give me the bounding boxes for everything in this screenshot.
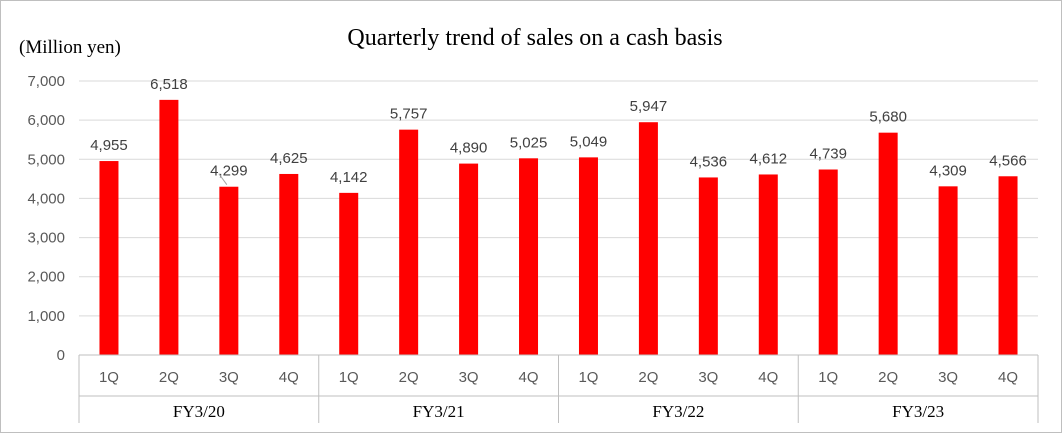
bar [638, 122, 658, 355]
data-label: 4,625 [270, 150, 308, 167]
x-category-label: 2Q [878, 369, 898, 386]
x-category-label: 4Q [519, 369, 539, 386]
bars [99, 99, 1018, 356]
data-label: 5,757 [390, 106, 428, 123]
x-category-label: 4Q [998, 369, 1018, 386]
x-category-label: 3Q [938, 369, 958, 386]
x-category-label: 1Q [99, 369, 119, 386]
bar [998, 176, 1018, 355]
y-tick-label: 2,000 [27, 269, 65, 286]
bar [758, 174, 778, 355]
x-category-label: 1Q [578, 369, 598, 386]
bar [459, 163, 479, 355]
x-group-label: FY3/22 [652, 402, 704, 421]
bar [279, 173, 299, 355]
data-label: 5,947 [630, 98, 668, 115]
y-tick-label: 0 [57, 347, 65, 364]
x-category-label: 2Q [159, 369, 179, 386]
y-axis-ticks: 0 1,000 2,000 3,000 4,000 5,000 6,000 7,000 [27, 73, 65, 364]
y-tick-label: 7,000 [27, 73, 65, 90]
y-tick-label: 3,000 [27, 230, 65, 247]
y-tick-label: 5,000 [27, 151, 65, 168]
x-group-label: FY3/20 [173, 402, 225, 421]
x-category-label: 3Q [219, 369, 239, 386]
gridlines [79, 80, 1038, 317]
bar [698, 177, 718, 355]
label-leader-line [218, 173, 228, 186]
x-category-label: 1Q [339, 369, 359, 386]
y-tick-label: 4,000 [27, 190, 65, 207]
bar [399, 129, 419, 355]
data-label: 4,309 [929, 162, 967, 179]
bar [159, 99, 179, 356]
bar [519, 158, 539, 355]
data-label: 5,680 [869, 109, 907, 126]
bar [938, 186, 958, 355]
y-axis-unit-label: (Million yen) [19, 37, 121, 58]
x-category-label: 3Q [459, 369, 479, 386]
y-tick-label: 6,000 [27, 112, 65, 129]
bar [578, 157, 598, 355]
x-group-label: FY3/23 [892, 402, 944, 421]
bar [219, 186, 239, 355]
data-label: 6,518 [150, 76, 188, 93]
x-category-label: 3Q [698, 369, 718, 386]
bar [99, 161, 119, 355]
data-label: 4,612 [750, 150, 788, 167]
y-tick-label: 1,000 [27, 308, 65, 325]
x-axis: 1Q 2Q 3Q 4Q FY3/20 1Q 2Q 3Q 4Q FY3/21 1Q 2Q 3Q 4Q FY3/… [78, 354, 1039, 423]
bar [818, 169, 838, 355]
data-label: 4,566 [989, 152, 1027, 169]
data-label: 4,955 [90, 137, 128, 154]
x-group-label: FY3/21 [413, 402, 465, 421]
data-label: 5,025 [510, 134, 548, 151]
x-category-label: 4Q [279, 369, 299, 386]
data-labels: 4,955 6,518 4,299 4,625 4,142 5,757 4,890 5,025… [90, 76, 1027, 186]
x-category-label: 2Q [638, 369, 658, 386]
data-label: 4,890 [450, 140, 488, 157]
x-category-label: 4Q [758, 369, 778, 386]
bar [339, 192, 359, 355]
data-label: 4,739 [809, 146, 847, 163]
data-label: 4,299 [210, 163, 248, 180]
x-category-label: 1Q [818, 369, 838, 386]
data-label: 5,049 [570, 133, 608, 150]
data-label: 4,142 [330, 169, 368, 186]
data-label: 4,536 [690, 153, 728, 170]
chart-title: Quarterly trend of sales on a cash basis [347, 25, 722, 51]
x-category-label: 2Q [399, 369, 419, 386]
bar [878, 132, 898, 355]
